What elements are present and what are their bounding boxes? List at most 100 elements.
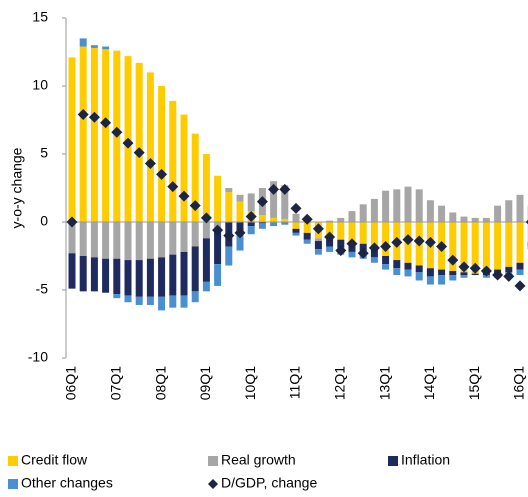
bar-segment: [438, 269, 446, 276]
bar-segment: [124, 260, 132, 296]
bar-segment: [169, 295, 177, 308]
x-tick-label: 11Q1: [287, 366, 303, 399]
bar-segment: [90, 222, 98, 258]
bar-segment: [348, 251, 356, 258]
marker: [256, 196, 268, 208]
marker: [144, 158, 156, 170]
marker: [189, 200, 201, 212]
bar-segment: [516, 269, 524, 276]
bar-segment: [158, 296, 166, 311]
bar-segment: [292, 228, 300, 233]
bar-segment: [426, 276, 434, 285]
marker: [234, 227, 246, 239]
bar-segment: [202, 222, 210, 239]
bar-segment: [102, 46, 110, 50]
bar-segment: [370, 222, 378, 250]
bar-segment: [516, 222, 524, 263]
bar-segment: [516, 262, 524, 270]
bar-segment: [258, 223, 266, 229]
marker: [290, 202, 302, 214]
marker: [66, 216, 78, 228]
x-tick-label: 08Q1: [152, 366, 168, 400]
bar-segment: [191, 222, 199, 247]
bar-segment: [113, 258, 121, 295]
bar-segment: [426, 268, 434, 277]
bar-segment: [135, 296, 143, 305]
marker: [480, 265, 492, 277]
bar-segment: [382, 256, 390, 265]
legend-marker: [208, 479, 218, 489]
y-axis-label: y-o-y change: [9, 147, 25, 228]
bar-segment: [404, 269, 412, 277]
bar-segment: [494, 222, 502, 270]
bar-segment: [236, 201, 244, 222]
marker: [492, 269, 504, 281]
bar-segment: [505, 200, 513, 222]
bar-segment: [258, 222, 266, 224]
legend-label: Inflation: [401, 452, 450, 468]
bar-segment: [370, 198, 378, 222]
marker: [380, 240, 392, 252]
x-tick-label: 13Q1: [376, 366, 392, 400]
bar-segment: [180, 222, 188, 252]
bar-segment: [471, 222, 479, 274]
bar-segment: [270, 181, 278, 218]
marker: [122, 137, 134, 149]
bar-segment: [169, 100, 177, 222]
marker: [301, 213, 313, 225]
bar-segment: [113, 294, 121, 299]
marker: [100, 117, 112, 129]
bar-segment: [449, 275, 457, 281]
bar-segment: [460, 275, 468, 278]
marker: [212, 224, 224, 236]
legend-label: Real growth: [221, 452, 296, 468]
bar-segment: [393, 268, 401, 276]
bar-segment: [393, 260, 401, 269]
bar-segment: [236, 234, 244, 251]
bar-segment: [314, 241, 322, 250]
bar-segment: [247, 222, 255, 227]
y-tick-label: -5: [36, 281, 49, 297]
x-tick-label: 15Q1: [466, 366, 482, 400]
bar-segment: [68, 253, 76, 289]
y-tick-label: 5: [40, 145, 48, 161]
marker: [111, 126, 123, 138]
bar-segment: [460, 222, 468, 273]
bar-segment: [202, 281, 210, 292]
bar-segment: [292, 213, 300, 222]
marker: [424, 236, 436, 248]
x-tick-label: 16Q1: [511, 366, 527, 400]
y-tick-label: -10: [28, 349, 48, 365]
marker: [156, 168, 168, 180]
bar-segment: [214, 228, 222, 265]
bar-segment: [404, 262, 412, 270]
marker: [458, 261, 470, 273]
bar-segment: [471, 217, 479, 222]
marker: [133, 147, 145, 159]
bar-segment: [449, 212, 457, 222]
bar-segment: [158, 257, 166, 297]
x-tick-label: 09Q1: [197, 366, 213, 400]
marker: [77, 109, 89, 121]
bar-segment: [359, 222, 367, 244]
bar-segment: [214, 264, 222, 286]
bar-segment: [303, 239, 311, 244]
bar-segment: [482, 217, 490, 222]
legend-swatch: [388, 456, 398, 466]
bar-segment: [337, 239, 345, 248]
marker: [447, 254, 459, 266]
bar-segment: [348, 222, 356, 243]
bar-segment: [102, 49, 110, 222]
y-tick-label: 0: [40, 213, 48, 229]
bar-segment: [326, 222, 334, 239]
marker: [223, 230, 235, 242]
bar-segment: [337, 222, 345, 240]
bar-segment: [270, 217, 278, 222]
bar-segment: [449, 222, 457, 271]
bar-segment: [337, 217, 345, 222]
bar-segment: [225, 246, 233, 266]
bar-segment: [146, 72, 154, 223]
bar-segment: [505, 266, 513, 273]
bar-segment: [90, 45, 98, 48]
